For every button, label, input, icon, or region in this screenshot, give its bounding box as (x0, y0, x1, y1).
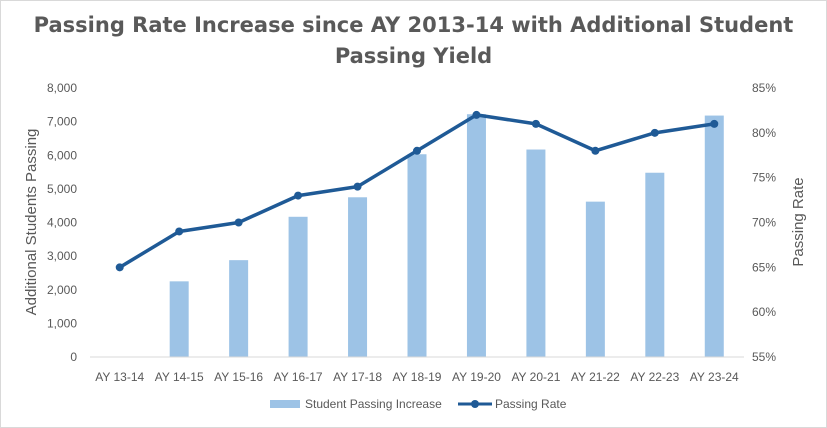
x-tick-label: AY 18-19 (393, 370, 442, 384)
y-tick-label: 0 (70, 350, 77, 364)
point-5 (413, 146, 421, 155)
point-7 (531, 119, 540, 128)
bar-9 (645, 172, 665, 357)
x-tick-label: AY 13-14 (95, 370, 144, 384)
bar-8 (585, 201, 605, 357)
legend: Student Passing Increase Passing Rate (270, 397, 567, 411)
y2-tick-label: 55% (752, 350, 776, 364)
y2-tick-label: 75% (752, 171, 776, 185)
point-4 (353, 182, 362, 191)
bar-5 (407, 154, 427, 357)
x-tick-label: AY 15-16 (214, 370, 263, 384)
bar-2 (229, 260, 249, 357)
y-tick-label: 8,000 (47, 81, 77, 95)
y2-tick-label: 70% (752, 216, 776, 230)
y2-tick-label: 85% (752, 81, 776, 95)
bar-4 (348, 197, 368, 357)
y-axis-right: 55% 60% 65% 70% 75% 80% 85% (752, 81, 776, 364)
y-tick-label: 4,000 (47, 216, 77, 230)
point-2 (234, 218, 243, 227)
y-tick-label: 3,000 (47, 249, 77, 263)
legend-marker-line (471, 400, 479, 408)
x-tick-label: AY 22-23 (630, 370, 679, 384)
y2-axis-title: Passing Rate (790, 177, 807, 266)
point-0 (115, 263, 124, 272)
y2-tick-label: 65% (752, 260, 776, 274)
x-tick-label: AY 20-21 (511, 370, 560, 384)
legend-label-bars: Student Passing Increase (305, 397, 442, 411)
bar-series (169, 114, 724, 357)
point-3 (294, 191, 303, 200)
bar-1 (169, 281, 189, 357)
x-tick-label: AY 21-22 (571, 370, 620, 384)
x-tick-label: AY 23-24 (690, 370, 739, 384)
legend-label-line: Passing Rate (495, 397, 567, 411)
point-1 (175, 227, 184, 236)
y-tick-label: 7,000 (47, 115, 77, 129)
legend-swatch-bars (270, 400, 300, 408)
y-tick-label: 2,000 (47, 283, 77, 297)
bar-6 (466, 114, 486, 357)
x-tick-label: AY 17-18 (333, 370, 382, 384)
point-10 (710, 119, 719, 128)
x-axis-labels: AY 13-14 AY 14-15 AY 15-16 AY 16-17 AY 17-18… (95, 370, 739, 384)
bar-10 (704, 115, 724, 357)
point-8 (591, 146, 600, 155)
line-series (115, 110, 719, 272)
point-6 (472, 110, 481, 119)
y2-tick-label: 60% (752, 305, 776, 319)
y-tick-label: 1,000 (47, 316, 77, 330)
bar-7 (526, 149, 546, 357)
chart-title-line-1: Passing Rate Increase since AY 2013-14 w… (33, 13, 794, 37)
x-tick-label: AY 16-17 (274, 370, 323, 384)
y2-tick-label: 80% (752, 126, 776, 140)
x-tick-label: AY 19-20 (452, 370, 501, 384)
bar-3 (288, 216, 308, 357)
point-9 (650, 128, 659, 137)
chart-title: Passing Rate Increase since AY 2013-14 w… (0, 10, 827, 72)
x-tick-label: AY 14-15 (155, 370, 204, 384)
chart-title-line-2: Passing Yield (334, 44, 493, 68)
y-tick-label: 5,000 (47, 182, 77, 196)
y-tick-label: 6,000 (47, 148, 77, 162)
y-axis-title: Additional Students Passing (23, 129, 40, 316)
y-axis-left: 0 1,000 2,000 3,000 4,000 5,000 6,000 7,000 8,00… (47, 81, 77, 364)
